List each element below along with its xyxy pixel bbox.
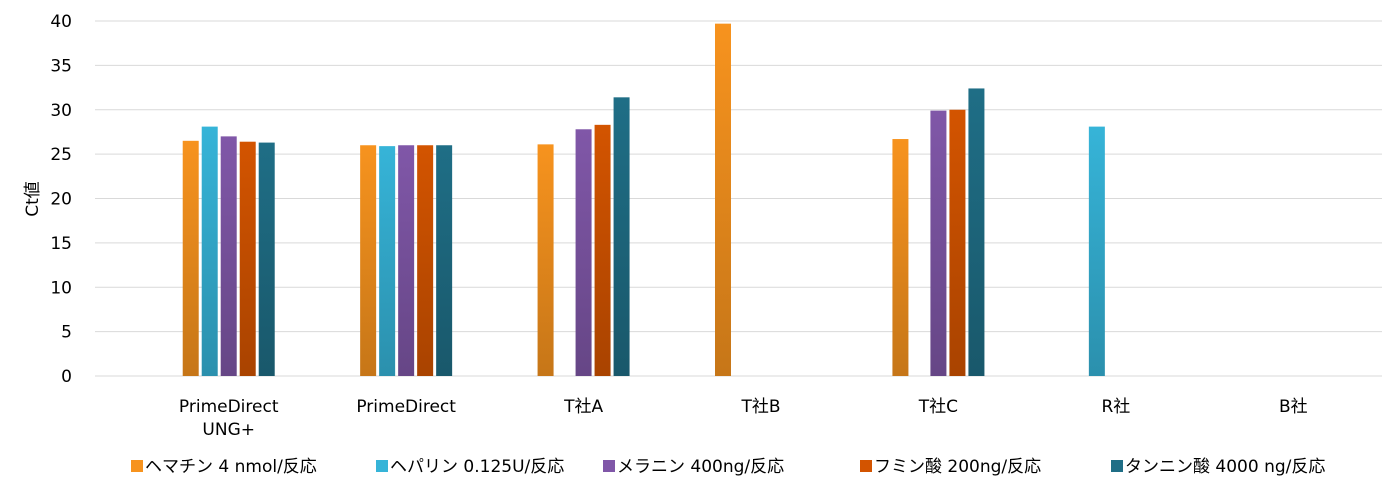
x-category-label: T社B: [740, 397, 780, 417]
bar: [201, 126, 218, 376]
bar: [398, 145, 415, 376]
legend-label: ヘマチン 4 nmol/反応: [145, 457, 317, 477]
legend-swatch: [1111, 460, 1123, 472]
bar: [594, 124, 611, 377]
bar: [220, 136, 237, 376]
y-tick-label: 10: [50, 278, 72, 298]
y-axis-ticks: 0 5 10 15 20 25 30 35 40: [50, 12, 72, 387]
x-category-label: UNG+: [202, 420, 255, 440]
legend: ヘマチン 4 nmol/反応 ヘパリン 0.125U/反応 メラニン 400ng/反…: [131, 457, 1325, 477]
legend-swatch: [860, 460, 872, 472]
y-axis-label: Ct値: [23, 181, 43, 217]
bar: [613, 97, 630, 376]
legend-swatch: [131, 460, 143, 472]
legend-swatch: [603, 460, 615, 472]
bar: [182, 140, 199, 376]
bar: [537, 144, 554, 376]
bar: [239, 141, 256, 376]
x-axis-categories: PrimeDirect UNG+ PrimeDirect T社A T社B T社C R社 B社: [179, 397, 1308, 440]
bar: [258, 142, 275, 376]
bar: [930, 110, 947, 376]
legend-label: メラニン 400ng/反応: [617, 457, 784, 477]
legend-label: ヘパリン 0.125U/反応: [390, 457, 564, 477]
bar: [436, 145, 453, 376]
gridlines: [95, 20, 1382, 377]
x-category-label: B社: [1279, 397, 1308, 417]
bar: [1088, 126, 1105, 376]
legend-swatch: [376, 460, 388, 472]
x-category-label: T社A: [563, 397, 603, 417]
y-tick-label: 35: [50, 56, 72, 76]
bar: [968, 88, 985, 376]
x-category-label: T社C: [918, 397, 958, 417]
y-tick-label: 15: [50, 234, 72, 254]
x-category-label: R社: [1101, 397, 1130, 417]
bar: [575, 129, 592, 376]
y-tick-label: 0: [61, 367, 72, 387]
y-tick-label: 5: [61, 323, 72, 343]
x-category-label: PrimeDirect: [179, 397, 279, 417]
legend-label: フミン酸 200ng/反応: [874, 457, 1041, 477]
bar: [892, 139, 909, 376]
y-tick-label: 25: [50, 145, 72, 165]
bar: [417, 145, 434, 376]
bar: [949, 109, 966, 376]
y-tick-label: 20: [50, 190, 72, 210]
bar: [715, 23, 731, 376]
x-category-label: PrimeDirect: [356, 397, 456, 417]
y-tick-label: 30: [50, 101, 72, 121]
bar: [360, 145, 377, 376]
bars: [182, 23, 1105, 377]
legend-label: タンニン酸 4000 ng/反応: [1125, 457, 1325, 477]
y-tick-label: 40: [50, 12, 72, 32]
bar: [379, 146, 396, 376]
